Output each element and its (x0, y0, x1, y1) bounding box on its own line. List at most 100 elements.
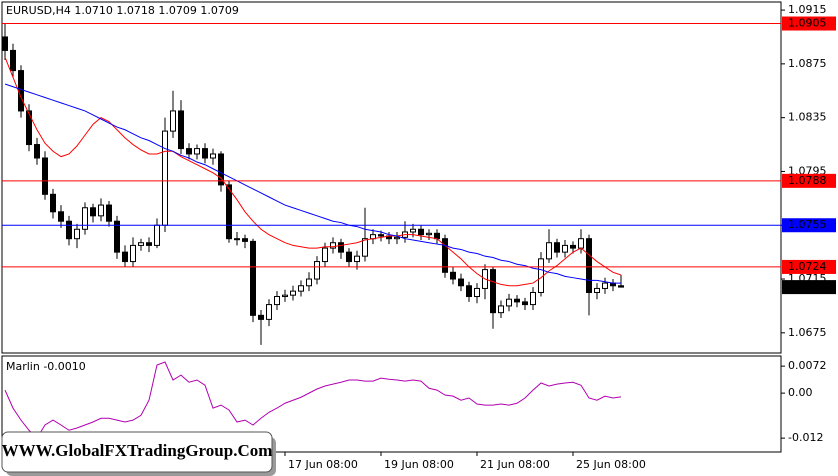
candle-body (474, 287, 480, 298)
candle-body (34, 144, 40, 159)
candle-body (58, 211, 64, 222)
candle-body (490, 269, 496, 314)
candle-body (506, 298, 512, 307)
candle-body (618, 285, 624, 288)
candle-body (554, 242, 560, 253)
watermark: WWW.GlobalFXTradingGroup.Com (2, 441, 273, 460)
y-tick-label: 1.0675 (788, 326, 827, 339)
candle-body (530, 291, 536, 306)
candle-body (514, 298, 520, 303)
candle-body (434, 232, 440, 240)
level-label: 1.0788 (788, 174, 827, 187)
candle-body (202, 148, 208, 159)
candle-body (570, 244, 576, 249)
candle-body (18, 70, 24, 112)
candle-body (450, 271, 456, 280)
candle-body (50, 193, 56, 213)
candle-body (98, 204, 104, 217)
candle-body (426, 232, 432, 236)
x-tick-label: 17 Jun 08:00 (288, 458, 358, 471)
candle-body (578, 238, 584, 249)
candle-body (162, 130, 168, 226)
y-tick-label: -0.012 (788, 431, 823, 444)
candle-body (66, 220, 72, 240)
candle-body (130, 244, 136, 263)
candle-body (250, 240, 256, 316)
candle-body (138, 242, 144, 246)
candle-body (10, 49, 16, 72)
indicator-line (4, 361, 622, 439)
candle-body (346, 251, 352, 263)
x-tick-label: 21 Jun 08:00 (480, 458, 550, 471)
candle-body (594, 287, 600, 293)
y-tick-label: 1.0915 (788, 3, 827, 16)
candle-body (194, 148, 200, 155)
candle-body (586, 238, 592, 293)
candle-body (322, 247, 328, 263)
moving-average-line (4, 83, 621, 284)
candle-body (2, 36, 8, 51)
candle-body (74, 228, 80, 240)
candle-body (234, 238, 240, 241)
candle-body (210, 153, 216, 159)
candle-body (90, 207, 96, 217)
level-label-box (782, 173, 836, 188)
candle-body (442, 238, 448, 273)
candle-body (226, 184, 232, 240)
candle-body (522, 301, 528, 306)
candle-body (242, 238, 248, 242)
candle-body (466, 285, 472, 298)
candle-body (42, 157, 48, 195)
y-tick-label: 1.0835 (788, 111, 827, 124)
current-price-label: 1.0709 (788, 280, 827, 293)
chart-title: EURUSD,H4 1.0710 1.0718 1.0709 1.0709 (6, 4, 239, 17)
candle-body (170, 110, 176, 132)
candle-body (106, 204, 112, 222)
y-tick-label: 0.0072 (788, 359, 827, 372)
candle-body (178, 110, 184, 150)
candle-body (186, 148, 192, 155)
candle-body (562, 244, 568, 253)
y-tick-label: 1.0875 (788, 57, 827, 70)
candle-body (122, 251, 128, 263)
candle-body (266, 304, 272, 320)
candle-body (258, 314, 264, 320)
candle-body (114, 220, 120, 253)
y-tick-label: 0.00 (788, 386, 813, 399)
candle-body (274, 296, 280, 306)
level-label-box (782, 259, 836, 274)
candle-body (410, 228, 416, 233)
indicator-title: Marlin -0.0010 (6, 360, 86, 373)
candle-body (146, 242, 152, 246)
main-plot-frame (1, 1, 782, 354)
candle-body (546, 242, 552, 260)
candle-body (298, 285, 304, 292)
candle-body (602, 282, 608, 289)
level-label-box (782, 218, 836, 233)
candle-body (306, 278, 312, 287)
candle-body (26, 110, 32, 146)
candle-body (218, 153, 224, 186)
candle-body (154, 224, 160, 246)
candle-body (498, 305, 504, 314)
level-label: 1.0905 (788, 17, 827, 30)
candle-body (354, 255, 360, 263)
level-label: 1.0755 (788, 218, 827, 231)
level-label: 1.0724 (788, 260, 827, 273)
candle-body (290, 290, 296, 296)
candle-body (314, 261, 320, 280)
candle-body (330, 242, 336, 249)
candle-body (458, 278, 464, 287)
watermark-box (1, 431, 273, 473)
candle-body (338, 242, 344, 253)
x-tick-label: 19 Jun 08:00 (384, 458, 454, 471)
candle-body (362, 238, 368, 257)
level-label-box (782, 16, 836, 31)
candle-body (82, 207, 88, 230)
current-price-box (782, 280, 836, 295)
chart-layer: 1.09151.08751.08351.07951.07551.07151.06… (2, 3, 836, 471)
candle-body (282, 294, 288, 298)
moving-average-line (4, 56, 622, 287)
candle-body (378, 234, 384, 237)
